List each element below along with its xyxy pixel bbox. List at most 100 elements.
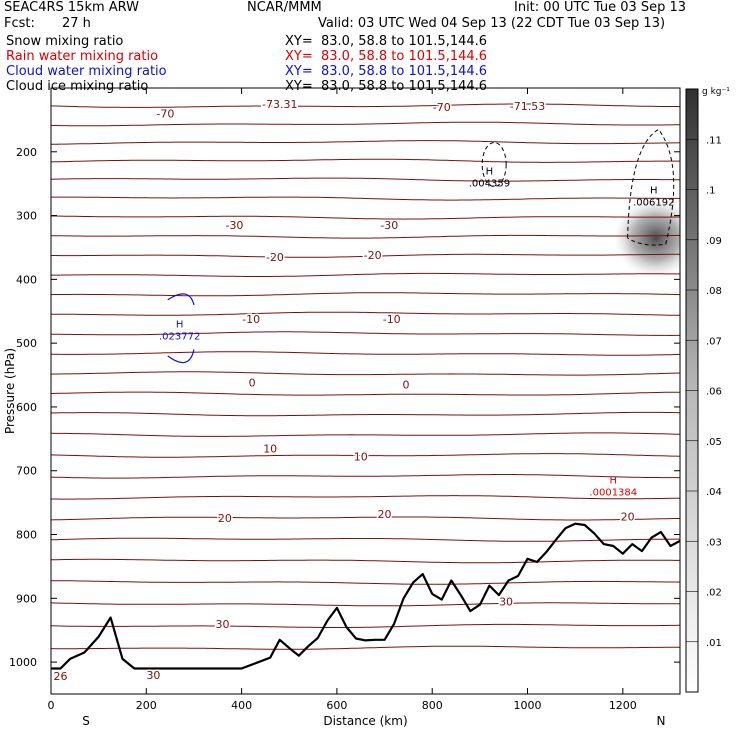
isotherm-line — [51, 645, 680, 650]
isotherm-line — [51, 623, 680, 628]
contour-label: 0 — [403, 379, 410, 392]
y-tick-label: 700 — [16, 465, 37, 478]
extremum-mark: H — [486, 166, 494, 177]
x-tick-label: 200 — [136, 699, 157, 712]
x-tick-label: 600 — [326, 699, 347, 712]
field-label-cloudwater: Cloud water mixing ratio — [6, 64, 167, 79]
model-title: SEAC4RS 15km ARW — [4, 0, 140, 15]
contour-label: -20 — [266, 251, 284, 264]
isotherm-line — [51, 272, 680, 277]
extremum-marker: H.004359 — [469, 166, 510, 189]
field-xy-rain: XY= 83.0, 58.8 to 101.5,144.6 — [285, 49, 488, 64]
x-tick-label: 0 — [48, 699, 55, 712]
cloud-water-contour — [167, 293, 195, 364]
contour-label: -30 — [380, 219, 398, 232]
isotherm-line — [51, 453, 680, 458]
contour-label: -73.31 — [262, 98, 297, 111]
extremum-mark: H — [650, 185, 658, 196]
contour-label: 30 — [146, 669, 160, 682]
fcst-value: 27 h — [62, 16, 91, 31]
terrain-line — [51, 522, 680, 670]
y-tick-label: 200 — [16, 146, 37, 159]
colorbar-tick-label: .07 — [706, 336, 722, 347]
field-label-rain: Rain water mixing ratio — [6, 49, 159, 64]
isotherm-line — [51, 516, 680, 521]
field-xy-cloudice: XY= 83.0, 58.8 to 101.5,144.6 — [285, 79, 488, 94]
colorbar-tick-label: .1 — [706, 186, 716, 197]
y-tick-label: 400 — [16, 273, 37, 286]
cloud-ice-contour — [481, 142, 507, 188]
isotherm-line — [51, 234, 680, 239]
contour-label: 20 — [378, 508, 392, 521]
isotherm-line — [51, 371, 680, 376]
extremum-marker: H.0001384 — [589, 476, 637, 499]
isotherm-line — [51, 391, 680, 396]
isotherm-line — [51, 537, 680, 542]
colorbar-tick-label: .06 — [706, 387, 722, 398]
colorbar-tick-label: .03 — [706, 537, 722, 548]
y-tick-label: 600 — [16, 401, 37, 414]
colorbar-tick-label: .09 — [706, 236, 722, 247]
contour-label: 20 — [621, 511, 635, 524]
contour-label: 30 — [216, 618, 230, 631]
contour-label: -20 — [364, 249, 382, 262]
cloud-ice-contour — [627, 128, 675, 246]
contour-label: -71.53 — [510, 100, 545, 113]
contour-label: 20 — [218, 512, 232, 525]
colorbar-tick-label: .01 — [706, 638, 722, 649]
contour-label: -10 — [383, 313, 401, 326]
contour-label: 0 — [249, 377, 256, 390]
fcst-label: Fcst: — [4, 16, 35, 31]
x-tick-label: 800 — [422, 699, 443, 712]
x-tick-label: 1200 — [609, 699, 637, 712]
isotherm-line — [51, 253, 680, 258]
isotherm-line — [51, 121, 680, 127]
isotherm-line — [51, 580, 680, 585]
y-tick-label: 1000 — [9, 656, 37, 669]
y-tick-label: 800 — [16, 529, 37, 542]
field-xy-cloudwater: XY= 83.0, 58.8 to 101.5,144.6 — [285, 64, 488, 79]
extremum-value: .0001384 — [589, 488, 637, 499]
x-end-label-north: N — [657, 714, 666, 728]
isotherm-line — [51, 158, 680, 163]
x-tick-label: 1000 — [514, 699, 542, 712]
isotherm-line — [51, 558, 680, 564]
extremum-marker: H.006192 — [633, 185, 674, 208]
extremum-marker: H.023772 — [159, 319, 200, 342]
isotherm-line — [51, 331, 680, 337]
extremum-value: .004359 — [469, 178, 510, 189]
x-tick-label: 400 — [231, 699, 252, 712]
extremum-mark: H — [176, 319, 184, 330]
isotherm-line — [51, 351, 680, 356]
field-xy-snow: XY= 83.0, 58.8 to 101.5,144.6 — [285, 34, 488, 49]
x-end-label-south: S — [82, 714, 90, 728]
x-axis-label: Distance (km) — [323, 714, 407, 728]
isotherm-line — [51, 140, 680, 145]
contour-label: 26 — [54, 670, 68, 683]
contour-label: -10 — [242, 313, 260, 326]
contour-label: -70 — [156, 108, 174, 121]
contour-label: 30 — [499, 596, 513, 609]
y-tick-label: 500 — [16, 337, 37, 350]
isotherm-line — [51, 292, 680, 297]
isotherm-line — [51, 103, 680, 108]
field-label-cloudice: Cloud ice mixing ratio — [6, 79, 149, 94]
isotherm-line — [51, 177, 680, 182]
contour-label: 10 — [354, 451, 368, 464]
colorbar-tick-label: .02 — [706, 588, 722, 599]
plot-frame — [50, 87, 681, 695]
isotherm-line — [51, 602, 680, 607]
colorbar-tick-label: .04 — [706, 487, 722, 498]
extremum-value: .006192 — [633, 197, 674, 208]
y-axis-label: Pressure (hPa) — [3, 348, 17, 434]
isotherm-line — [51, 196, 680, 201]
isotherm-line — [51, 432, 680, 437]
contour-label: -70 — [433, 101, 451, 114]
y-tick-label: 900 — [16, 592, 37, 605]
extremum-mark: H — [610, 476, 618, 487]
colorbar-tick-label: .05 — [706, 437, 722, 448]
isotherm-line — [51, 411, 680, 417]
isotherm-line — [51, 474, 680, 479]
contour-label: -30 — [225, 219, 243, 232]
